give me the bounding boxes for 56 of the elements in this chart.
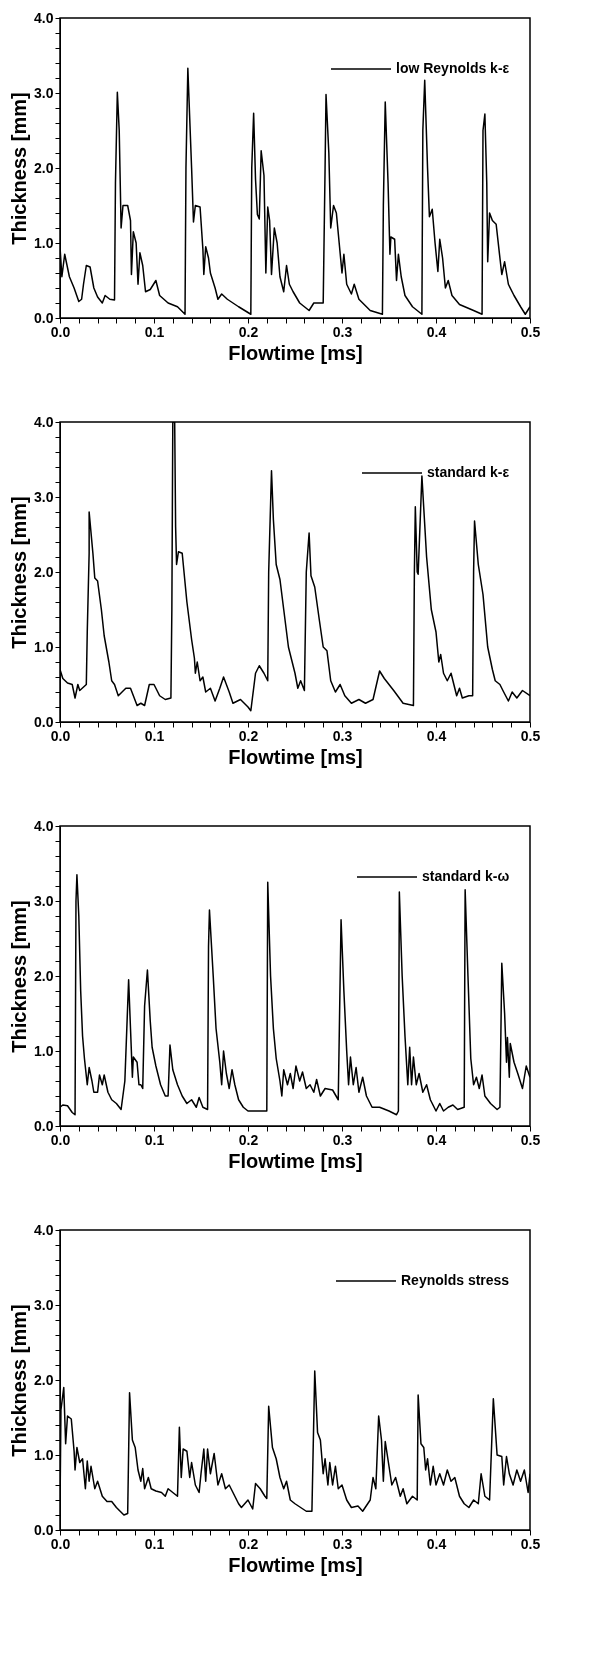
x-tick-label: 0.1 xyxy=(144,727,165,744)
x-tick-label: 0.4 xyxy=(426,727,447,744)
y-axis-title: Thickness [mm] xyxy=(8,1304,31,1457)
legend-label: standard k-ε xyxy=(427,464,510,480)
y-tick-label: 2.0 xyxy=(34,967,54,984)
y-tick-label: 4.0 xyxy=(34,1221,54,1238)
y-tick-label: 4.0 xyxy=(34,817,54,834)
y-tick-label: 1.0 xyxy=(34,638,54,655)
x-tick-label: 0.3 xyxy=(332,323,353,340)
legend-label: standard k-ω xyxy=(422,868,510,884)
x-tick-label: 0.5 xyxy=(520,1131,541,1148)
legend-label: low Reynolds k-ε xyxy=(396,60,510,76)
y-tick-label: 1.0 xyxy=(34,234,54,251)
x-tick-label: 0.1 xyxy=(144,323,165,340)
legend-label: Reynolds stress xyxy=(401,1272,510,1288)
y-tick-label: 0.0 xyxy=(34,1117,54,1134)
y-tick-label: 0.0 xyxy=(34,713,54,730)
y-axis-title: Thickness [mm] xyxy=(8,496,31,649)
x-tick-label: 0.4 xyxy=(426,1535,447,1552)
y-tick-label: 2.0 xyxy=(34,159,54,176)
y-axis-title: Thickness [mm] xyxy=(8,92,31,245)
y-tick-label: 2.0 xyxy=(34,1371,54,1388)
y-tick-label: 3.0 xyxy=(34,488,54,505)
x-tick-label: 0.0 xyxy=(50,727,71,744)
y-tick-label: 3.0 xyxy=(34,1296,54,1313)
x-tick-label: 0.3 xyxy=(332,727,353,744)
y-tick-label: 1.0 xyxy=(34,1446,54,1463)
x-tick-label: 0.0 xyxy=(50,323,71,340)
x-tick-label: 0.2 xyxy=(238,323,259,340)
x-tick-label: 0.5 xyxy=(520,323,541,340)
y-tick-label: 1.0 xyxy=(34,1042,54,1059)
y-tick-label: 4.0 xyxy=(34,413,54,430)
y-tick-label: 2.0 xyxy=(34,563,54,580)
y-tick-label: 4.0 xyxy=(34,9,54,26)
y-tick-label: 3.0 xyxy=(34,892,54,909)
x-tick-label: 0.2 xyxy=(238,1535,259,1552)
x-axis-title: Flowtime [ms] xyxy=(228,1149,363,1172)
x-tick-label: 0.4 xyxy=(426,1131,447,1148)
y-tick-label: 0.0 xyxy=(34,1521,54,1538)
x-tick-label: 0.2 xyxy=(238,1131,259,1148)
x-tick-label: 0.5 xyxy=(520,1535,541,1552)
x-tick-label: 0.1 xyxy=(144,1131,165,1148)
x-tick-label: 0.3 xyxy=(332,1131,353,1148)
x-tick-label: 0.1 xyxy=(144,1535,165,1552)
y-tick-label: 0.0 xyxy=(34,309,54,326)
y-axis-title: Thickness [mm] xyxy=(8,900,31,1053)
x-axis-title: Flowtime [ms] xyxy=(228,745,363,768)
x-axis-title: Flowtime [ms] xyxy=(228,341,363,364)
x-tick-label: 0.4 xyxy=(426,323,447,340)
x-tick-label: 0.5 xyxy=(520,727,541,744)
x-tick-label: 0.0 xyxy=(50,1535,71,1552)
x-tick-label: 0.3 xyxy=(332,1535,353,1552)
x-tick-label: 0.0 xyxy=(50,1131,71,1148)
x-tick-label: 0.2 xyxy=(238,727,259,744)
y-tick-label: 3.0 xyxy=(34,84,54,101)
x-axis-title: Flowtime [ms] xyxy=(228,1553,363,1576)
